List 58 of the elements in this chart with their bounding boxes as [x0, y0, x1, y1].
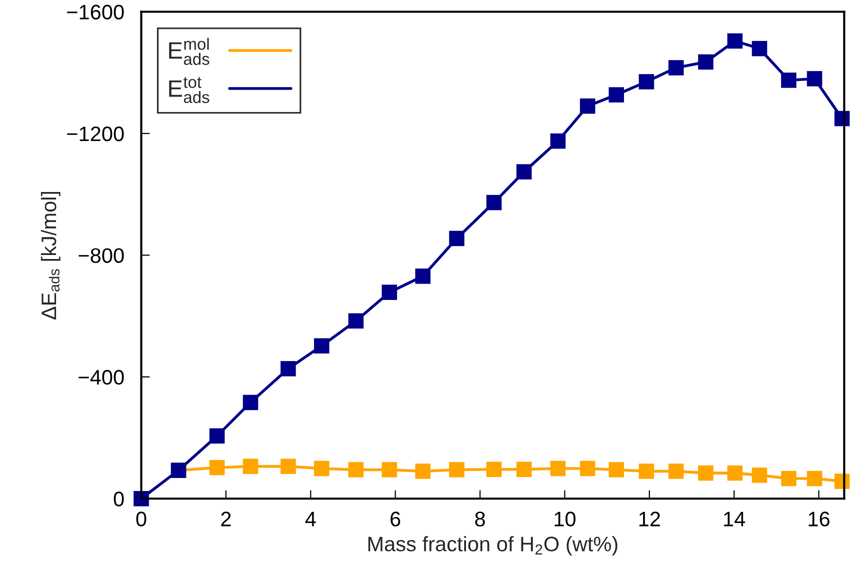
- point: [314, 338, 330, 354]
- x-tick-label: 4: [305, 512, 316, 526]
- y-tick-label: −800: [78, 248, 124, 263]
- point: [638, 464, 654, 479]
- point: [580, 460, 596, 476]
- point: [638, 74, 654, 90]
- point: [698, 465, 714, 481]
- x-tick-label: 0: [136, 512, 146, 526]
- x-tick-label: 8: [475, 512, 485, 526]
- point: [806, 470, 822, 486]
- point: [668, 464, 684, 479]
- point: [382, 284, 398, 300]
- y-tick-label: −1200: [67, 126, 124, 142]
- point: [415, 464, 430, 479]
- legend-label: E$^{mol}$$_{ads}$: [169, 38, 210, 65]
- point: [516, 164, 532, 180]
- point: [752, 468, 768, 483]
- x-tick-label: 16: [808, 512, 830, 526]
- x-tick-label: 12: [639, 512, 660, 526]
- point: [348, 462, 364, 478]
- point: [449, 230, 464, 246]
- x-tick-label: 10: [554, 512, 576, 526]
- point: [668, 60, 684, 76]
- point: [314, 460, 330, 476]
- x-tick-label: 6: [390, 512, 400, 526]
- point: [348, 313, 364, 329]
- point: [781, 470, 796, 486]
- point: [280, 361, 296, 376]
- point: [209, 428, 225, 444]
- point: [516, 462, 532, 478]
- point: [550, 460, 566, 476]
- point: [242, 394, 258, 410]
- point: [242, 458, 258, 474]
- legend-label: E$^{tot}$$_{ads}$: [169, 77, 210, 104]
- point: [727, 33, 743, 49]
- y-tick-label: −1600: [67, 4, 124, 20]
- y-tick-label: −400: [78, 370, 124, 385]
- point: [727, 465, 743, 481]
- x-axis-title: Mass fraction of H$_{2}$O (wt%): [368, 536, 618, 556]
- point: [580, 98, 596, 114]
- point: [806, 71, 822, 86]
- point: [209, 460, 225, 476]
- point: [449, 462, 464, 478]
- point: [781, 72, 796, 88]
- point: [608, 87, 624, 102]
- x-tick-label: 14: [724, 512, 746, 526]
- point: [550, 133, 566, 149]
- y-tick-label: 0: [114, 492, 124, 506]
- point: [486, 194, 502, 210]
- point: [752, 40, 768, 56]
- x-tick-label: 2: [221, 512, 231, 526]
- point: [486, 462, 502, 478]
- point: [608, 462, 624, 478]
- point: [382, 462, 398, 478]
- y-axis-title: ΔE$_{ads}$ [kJ/mol]: [40, 192, 60, 320]
- point: [698, 54, 714, 70]
- point: [280, 458, 296, 474]
- point: [415, 268, 430, 284]
